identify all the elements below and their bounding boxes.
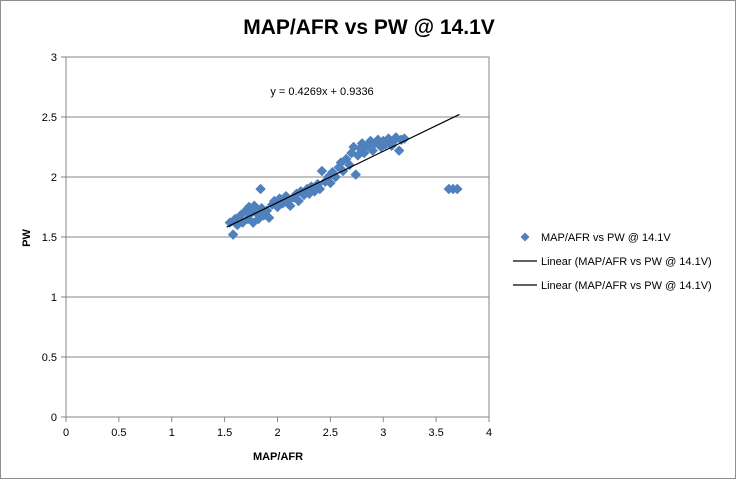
chart-title: MAP/AFR vs PW @ 14.1V (243, 16, 495, 39)
data-point (263, 212, 275, 224)
y-tick-label: 1 (51, 292, 57, 304)
data-point (227, 229, 239, 240)
data-point (344, 159, 355, 171)
x-tick-label: 3.5 (428, 427, 443, 439)
trendline-equation: y = 0.4269x + 0.9336 (270, 86, 373, 98)
legend-item-label: MAP/AFR vs PW @ 14.1V (541, 232, 671, 244)
legend: MAP/AFR vs PW @ 14.1V Linear (MAP/AFR vs … (513, 232, 712, 292)
x-tick-label: 4 (486, 427, 492, 439)
x-tick-label: 0 (63, 427, 69, 439)
data-point (325, 177, 336, 189)
x-tick-label: 3 (380, 427, 386, 439)
data-point (284, 200, 296, 212)
data-point (293, 195, 305, 207)
trendline (226, 113, 460, 228)
data-point (451, 183, 463, 195)
data-point (350, 169, 362, 180)
legend-diamond-marker (520, 232, 530, 242)
y-tick-label: 0 (51, 412, 57, 424)
data-point (314, 183, 326, 195)
data-point (358, 147, 370, 159)
data-points (224, 132, 463, 240)
x-axis-label: MAP/AFR (253, 451, 303, 463)
y-tick-label: 2.5 (42, 112, 57, 124)
y-tick-label: 0.5 (42, 352, 57, 364)
legend-item-label: Linear (MAP/AFR vs PW @ 14.1V) (541, 280, 712, 292)
legend-item-label: Linear (MAP/AFR vs PW @ 14.1V) (541, 256, 712, 268)
data-point (399, 133, 410, 144)
data-point (255, 183, 266, 195)
x-tick-label: 0.5 (111, 427, 126, 439)
y-axis-label: PW (21, 229, 33, 247)
x-tick-label: 2 (274, 427, 280, 439)
gridlines (66, 116, 489, 358)
y-tick-label: 2 (51, 172, 57, 184)
y-tick-label: 3 (51, 52, 57, 64)
y-tick-label: 1.5 (42, 232, 57, 244)
trendline-layer (226, 113, 460, 228)
data-point (393, 145, 405, 156)
axis-ticks: 0 0.5 1 1.5 2 2.5 3 0 0.5 1 1.5 2 2.5 3 3.5 4 (42, 52, 492, 439)
x-tick-label: 2.5 (323, 427, 338, 439)
data-point (316, 165, 328, 177)
x-tick-label: 1.5 (217, 427, 232, 439)
x-tick-label: 1 (169, 427, 175, 439)
